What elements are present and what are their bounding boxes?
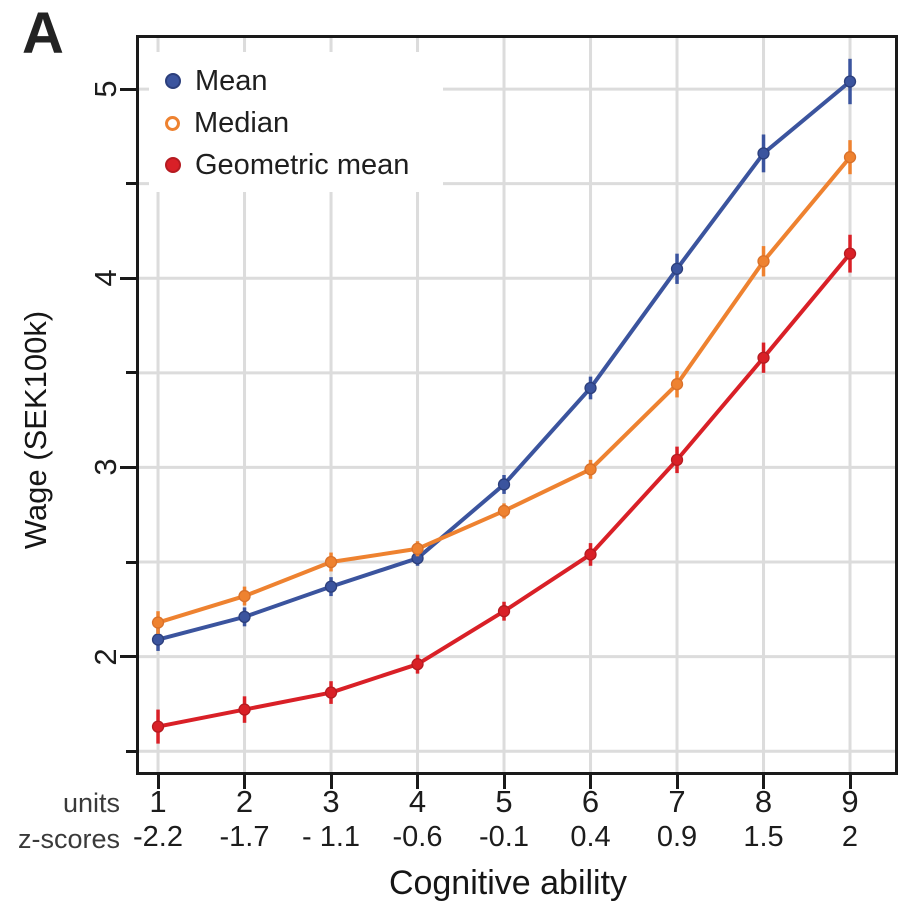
y-axis-tick-label: 4 — [88, 269, 123, 287]
x-axis-zscore-label: 2 — [841, 821, 859, 853]
legend-item-mean: Mean — [165, 64, 409, 98]
zscores-row-label: z-scores — [17, 824, 120, 854]
legend-item-median: Median — [165, 106, 409, 140]
x-axis-unit-label: 4 — [408, 784, 427, 819]
x-axis-unit-label: 3 — [322, 784, 340, 819]
legend: Mean Median Geometric mean — [149, 52, 444, 192]
x-axis-tick — [589, 775, 592, 789]
legend-label: Mean — [195, 64, 268, 97]
mean-marker-icon — [165, 73, 181, 89]
x-axis-unit-label: 8 — [754, 784, 773, 819]
y-axis-major-tick — [120, 465, 136, 469]
chart-canvas — [139, 38, 895, 772]
x-axis-unit-label: 1 — [149, 784, 167, 819]
x-axis-zscore-label: -0.1 — [479, 821, 529, 853]
x-axis-unit-label: 5 — [495, 784, 513, 819]
y-axis-title: Wage (SEK100k) — [18, 310, 53, 550]
y-axis-tick-label: 2 — [88, 647, 123, 666]
plot-area: Mean Median Geometric mean — [136, 35, 898, 775]
legend-label: Median — [194, 106, 290, 139]
y-axis-minor-tick — [126, 749, 136, 753]
x-axis-zscore-label: -2.2 — [133, 821, 183, 853]
x-axis-zscore-label: -0.6 — [392, 821, 443, 853]
x-axis-zscore-label: 0.9 — [656, 821, 698, 853]
x-axis-tick — [329, 775, 333, 789]
legend-label: Geometric mean — [195, 148, 410, 181]
x-axis-tick — [502, 775, 506, 789]
x-axis-tick — [416, 775, 419, 789]
x-axis-tick — [848, 775, 852, 789]
x-axis-zscore-label: 1.5 — [743, 821, 784, 853]
y-axis-minor-tick — [126, 182, 136, 186]
legend-item-geometric-mean: Geometric mean — [165, 148, 409, 182]
y-axis-tick-label: 3 — [88, 458, 123, 477]
x-axis-zscore-label: -1.7 — [219, 821, 270, 853]
x-axis-unit-label: 2 — [235, 784, 254, 819]
y-axis-minor-tick — [126, 371, 136, 375]
x-axis-tick — [156, 775, 160, 789]
x-axis-tick — [762, 775, 765, 789]
x-axis-zscore-label: - 1.1 — [301, 821, 361, 853]
x-axis-tick — [243, 775, 246, 789]
x-axis-tick — [675, 775, 679, 789]
x-axis-unit-label: 9 — [841, 784, 859, 819]
x-axis-title: Cognitive ability — [388, 864, 628, 902]
y-axis-minor-tick — [126, 560, 136, 564]
x-axis-unit-label: 7 — [668, 784, 686, 819]
y-axis-tick-label: 5 — [88, 80, 123, 98]
geometric-mean-marker-icon — [165, 157, 181, 173]
y-axis-major-tick — [120, 655, 136, 659]
panel-label: A — [22, 1, 64, 66]
median-marker-icon — [165, 115, 180, 131]
x-axis-unit-label: 6 — [581, 784, 600, 819]
x-axis-zscore-label: 0.4 — [570, 821, 611, 853]
y-axis-major-tick — [120, 276, 136, 280]
units-row-label: units — [62, 788, 120, 818]
y-axis-major-tick — [120, 87, 136, 91]
